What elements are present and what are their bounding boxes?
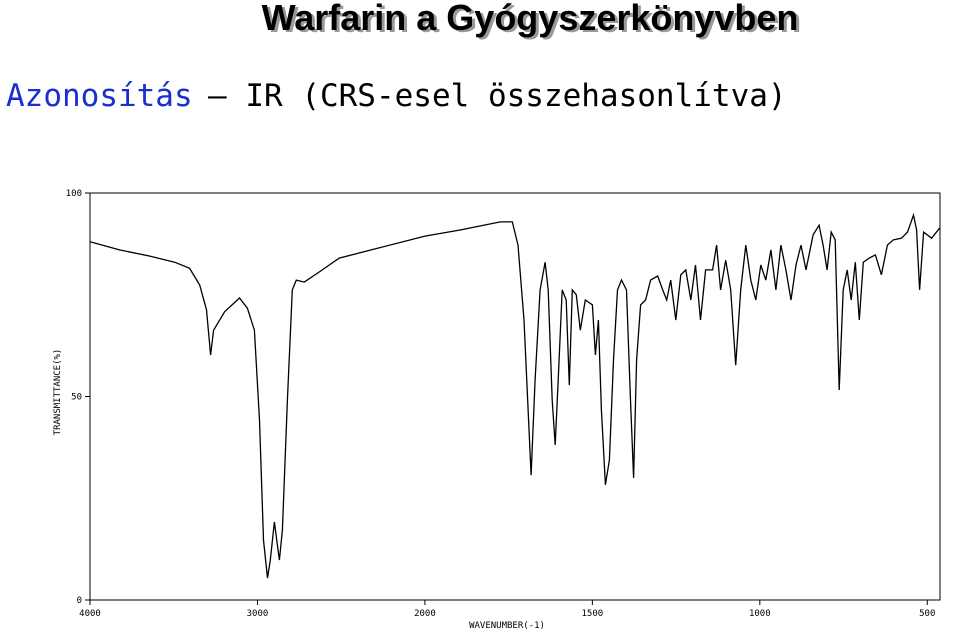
spectrum-line <box>89 212 941 579</box>
x-tick-label: 3000 <box>247 609 269 619</box>
x-tick-label: 4000 <box>79 609 101 619</box>
x-tick-label: 1500 <box>582 609 604 619</box>
x-tick-label: 1000 <box>749 609 771 619</box>
title: Warfarin a Gyógyszerkönyvben <box>262 0 799 38</box>
title-shadow: Warfarin a Gyógyszerkönyvben <box>265 0 802 40</box>
y-tick-label: 0 <box>77 596 82 606</box>
x-tick-label: 500 <box>919 609 935 619</box>
y-tick-label: 50 <box>71 393 82 403</box>
y-axis-label: TRANSMITTANCE(%) <box>53 349 63 436</box>
x-tick-label: 2000 <box>414 609 436 619</box>
subtitle-lead: Azonosítás <box>6 78 193 114</box>
x-axis-label: WAVENUMBER(-1) <box>469 621 545 631</box>
subtitle-rest: – IR (CRS-esel összehasonlítva) <box>208 78 787 114</box>
y-tick-label: 100 <box>66 189 82 199</box>
plot-frame <box>89 192 941 601</box>
